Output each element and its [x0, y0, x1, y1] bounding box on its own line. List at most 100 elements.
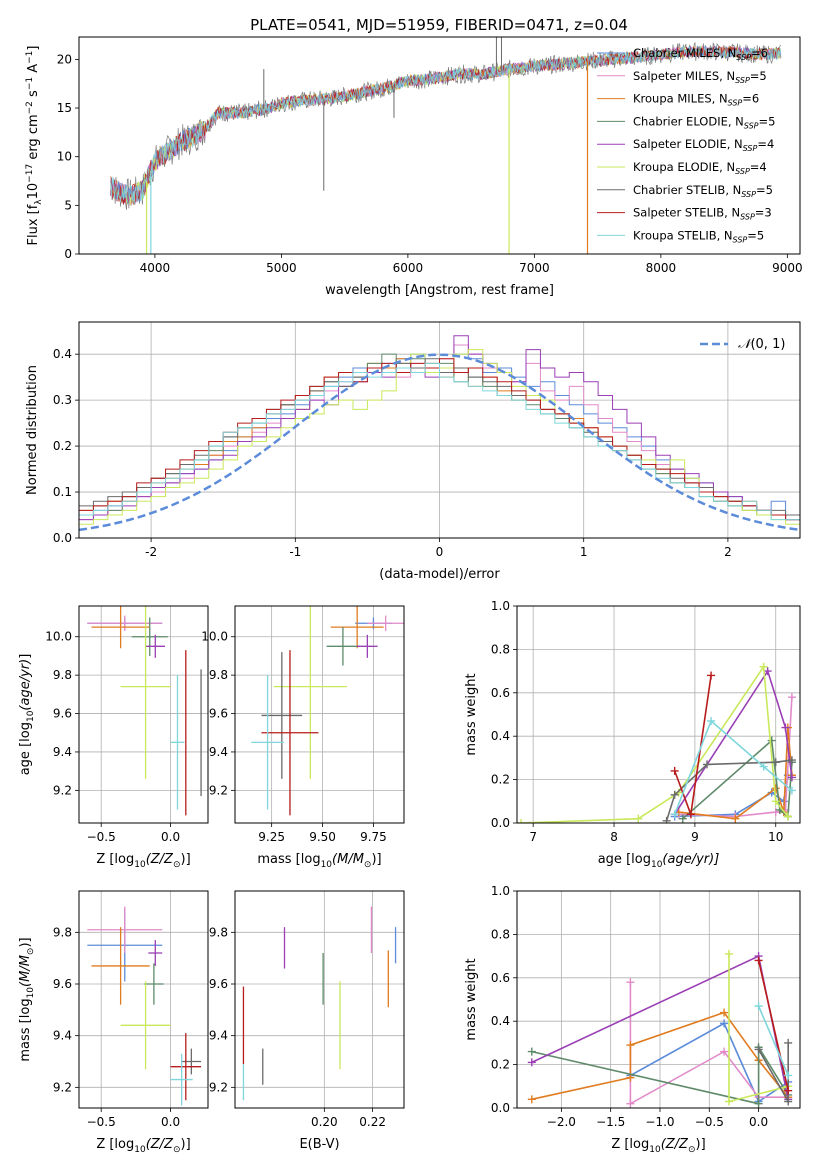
mass-weight-metallicity-panel: −2.0 −1.5 −1.0 −0.5 0.0 0.0 0.2 0.4 0.6 0.8 1.0 Z […: [464, 884, 801, 1155]
y-axis-label: mass weight: [464, 958, 479, 1040]
x-tick-label: 2: [724, 545, 732, 559]
mass-ebv-panel: 0.20 0.22 9.2 9.4 9.6 9.8 E(B-V): [209, 890, 405, 1152]
mass-weight-marker: [754, 1099, 763, 1108]
y-tick-label: 9.4: [53, 1029, 72, 1043]
y-tick-label: 0: [64, 247, 72, 261]
y-tick-label: 9.6: [209, 707, 228, 721]
y-tick-label: 0.8: [491, 927, 510, 941]
mass-weight-marker: [771, 758, 780, 767]
mass-weight-marker: [662, 816, 671, 823]
x-tick-label: −2.0: [547, 1115, 576, 1129]
mass-weight-marker: [771, 797, 780, 806]
y-tick-label: 1.0: [491, 599, 510, 613]
mass-weight-line-salpeter_elodie: [674, 669, 793, 815]
y-axis-label: Normed distribution: [25, 365, 40, 495]
age-metallicity-panel-points: [87, 606, 202, 816]
y-tick-label: 0.4: [491, 1014, 510, 1028]
y-tick-label: 10.0: [201, 630, 228, 644]
y-tick-label: 20: [57, 52, 72, 66]
axes-frame: [234, 605, 405, 824]
x-tick-label: -1: [289, 545, 301, 559]
y-tick-label: 9.6: [53, 977, 72, 991]
mass-weight-line-salpeter_stelib: [673, 675, 712, 815]
mass-weight-marker: [754, 956, 763, 965]
mass-weight-marker: [784, 1086, 793, 1095]
y-tick-label: 9.8: [209, 668, 228, 682]
mass-weight-marker: [754, 1002, 763, 1011]
spectrum-line-salpeter_miles: [110, 44, 782, 207]
mass-weight-age-panel: 7 8 9 10 0.0 0.2 0.4 0.6 0.8 1.0 age [log10(age/yr…: [464, 599, 801, 870]
x-tick-label: 9: [691, 830, 699, 844]
y-tick-label: 0.8: [491, 642, 510, 656]
mass-weight-line-kroupa_miles: [678, 727, 793, 820]
x-tick-label: −0.5: [87, 830, 116, 844]
figure-title: PLATE=0541, MJD=51959, FIBERID=0471, z=0…: [250, 16, 628, 34]
mass-weight-marker: [670, 790, 679, 799]
y-tick-label: 0.0: [53, 531, 72, 545]
y-tick-label: 9.4: [53, 745, 72, 759]
legend-entry: Chabrier MILES, NSSP=6: [633, 46, 768, 62]
legend-entry: Chabrier ELODIE, NSSP=5: [633, 114, 775, 130]
x-tick-label: −1.0: [645, 1115, 674, 1129]
x-axis-label: (data-model)/error: [379, 567, 500, 582]
age-metallicity-panel: −0.5 0.0 9.2 9.4 9.6 9.8 10.0 Z [log10(Z/Z⊙)] ag…: [18, 605, 209, 870]
mass-weight-line-kroupa_elodie: [520, 664, 789, 823]
x-axis-label: age [log10(age/yr)]: [598, 852, 720, 870]
x-tick-label: 0.20: [311, 1115, 338, 1129]
histogram-panel: -2 -1 0 1 2 0.0 0.1 0.2 0.3 0.4 (data-model)/error…: [25, 321, 801, 582]
histogram-lines: [79, 335, 800, 532]
mass-weight-marker: [784, 1038, 793, 1047]
age-mass-panel-points: [251, 606, 404, 816]
mass-weight-line-kroupa_miles: [531, 1011, 789, 1101]
x-tick-label: 0.0: [749, 1115, 768, 1129]
mass-weight-marker: [720, 1047, 729, 1056]
y-tick-label: 9.4: [209, 1029, 228, 1043]
mass-weight-marker: [763, 667, 772, 676]
x-tick-label: −1.5: [596, 1115, 625, 1129]
x-tick-label: 9.50: [309, 830, 336, 844]
legend-entry: Salpeter STELIB, NSSP=3: [633, 206, 772, 222]
mass-weight-marker: [725, 949, 734, 958]
y-tick-label: 0.2: [491, 1058, 510, 1072]
legend-entry: Chabrier STELIB, NSSP=5: [633, 183, 773, 199]
y-tick-label: 9.2: [53, 1080, 72, 1094]
y-tick-label: 9.2: [209, 1080, 228, 1094]
axes-frame: [78, 890, 209, 1109]
mass-weight-marker: [725, 1097, 734, 1106]
mass-weight-line-chabrier_miles: [630, 1022, 789, 1103]
mass-weight-marker: [787, 773, 796, 782]
x-tick-label: −0.5: [695, 1115, 724, 1129]
y-tick-label: 10.0: [45, 630, 72, 644]
mass-weight-marker: [771, 808, 780, 817]
mass-metallicity-panel-points: [87, 906, 202, 1106]
x-tick-label: 8: [610, 830, 618, 844]
x-tick-label: 9.25: [258, 830, 285, 844]
mass-weight-marker: [670, 766, 679, 775]
mass-weight-marker: [707, 717, 716, 726]
mass-weight-marker: [720, 1008, 729, 1017]
mass-weight-marker: [686, 810, 695, 819]
mass-weight-marker: [787, 786, 796, 795]
mass-weight-age-panel-lines: [517, 662, 796, 823]
mass-weight-marker: [771, 784, 780, 793]
y-axis-label: age [log10(age/yr)]: [18, 654, 36, 776]
legend-entry: Salpeter MILES, NSSP=5: [633, 69, 767, 85]
x-tick-label: 5000: [266, 261, 297, 275]
y-tick-label: 0.0: [491, 1101, 510, 1115]
y-tick-label: 0.2: [53, 439, 72, 453]
y-tick-label: 0.4: [491, 729, 510, 743]
axes-frame: [78, 605, 209, 824]
x-tick-label: 0: [436, 545, 444, 559]
y-tick-label: 9.6: [53, 707, 72, 721]
y-tick-label: 0.6: [491, 971, 510, 985]
mass-weight-marker: [720, 1019, 729, 1028]
mass-weight-line-salpeter_stelib: [757, 960, 789, 1091]
mass-weight-marker: [759, 762, 768, 771]
mass-weight-marker: [787, 756, 796, 765]
mass-ebv-panel-points: [242, 906, 397, 1101]
y-axis-label: Flux [fλ10−17 erg cm−2 s−1 A−1]: [25, 46, 44, 246]
mass-weight-marker: [754, 1045, 763, 1054]
normal-curve: [79, 353, 800, 532]
mass-weight-marker: [626, 1041, 635, 1050]
x-tick-label: 10: [768, 830, 783, 844]
